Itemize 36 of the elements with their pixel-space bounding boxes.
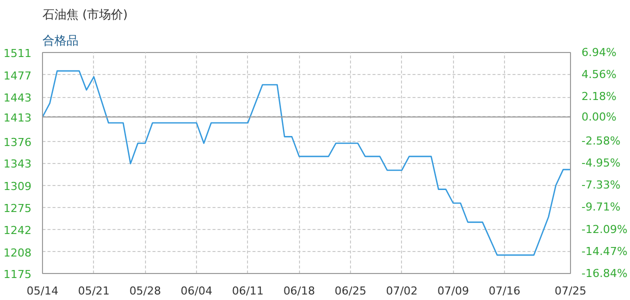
x-tick-label: 05/21 xyxy=(78,284,110,298)
y-tick-label: 1208 xyxy=(4,246,32,260)
y-tick-label: 1275 xyxy=(4,202,32,216)
x-tick-label: 06/25 xyxy=(334,284,366,298)
y2-tick-label: 2.18% xyxy=(582,90,616,104)
y-tick-label: 1443 xyxy=(4,92,32,105)
x-tick-label: 07/25 xyxy=(554,284,586,298)
chart-title: 石油焦 (市场价) xyxy=(42,8,128,22)
x-tick-label: 05/28 xyxy=(129,284,162,298)
x-tick-label: 05/14 xyxy=(26,284,58,298)
y-tick-label: 1242 xyxy=(4,224,32,237)
y-tick-label: 1413 xyxy=(4,111,32,124)
y2-tick-label: -12.09% xyxy=(582,222,628,236)
x-tick-label: 06/04 xyxy=(180,284,212,298)
y2-tick-label: -2.58% xyxy=(582,134,620,148)
y2-tick-label: 6.94% xyxy=(582,46,616,59)
chart-subtitle: 合格品 xyxy=(42,34,78,48)
x-tick-label: 06/18 xyxy=(283,284,316,298)
x-tick-label: 06/11 xyxy=(232,284,264,298)
x-tick-label: 07/16 xyxy=(488,284,520,298)
y-tick-label: 1511 xyxy=(4,47,32,60)
y2-tick-label: 0.00% xyxy=(582,110,616,124)
y2-tick-label: 4.56% xyxy=(582,68,616,82)
y-tick-label: 1343 xyxy=(4,158,32,170)
x-tick-label: 07/09 xyxy=(437,284,470,298)
y2-tick-label: -14.47% xyxy=(582,244,628,258)
y2-tick-label: -4.95% xyxy=(582,156,620,170)
y-tick-label: 1309 xyxy=(4,180,32,193)
y2-tick-label: -16.84% xyxy=(582,267,628,280)
x-tick-label: 07/02 xyxy=(386,284,418,298)
y2-tick-label: -7.33% xyxy=(582,178,620,192)
y-tick-label: 1477 xyxy=(4,69,32,82)
y-tick-label: 1376 xyxy=(4,136,32,149)
y2-tick-label: -9.71% xyxy=(582,200,620,214)
y-tick-label: 1175 xyxy=(4,268,32,281)
line-series xyxy=(42,70,570,256)
